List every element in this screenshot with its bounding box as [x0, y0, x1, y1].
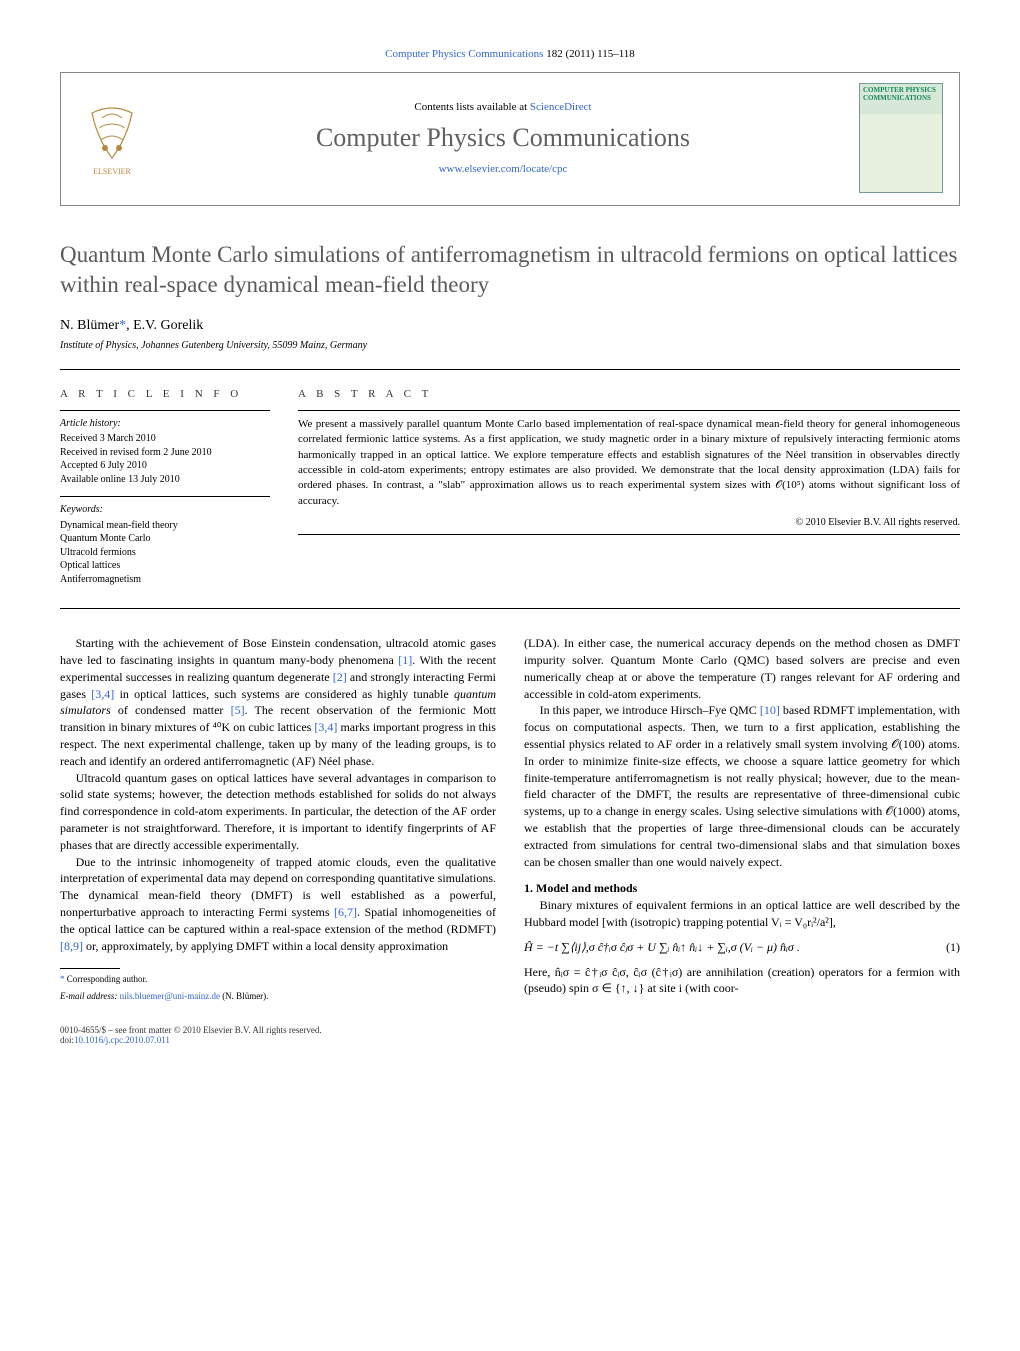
body-para: Here, n̂ᵢσ = ĉ†ᵢσ ĉᵢσ, ĉᵢσ (ĉ†ᵢσ) are an…	[524, 964, 960, 998]
author-1: N. Blümer	[60, 318, 119, 333]
keyword: Antiferromagnetism	[60, 573, 270, 587]
info-abstract-row: A R T I C L E I N F O Article history: R…	[60, 370, 960, 609]
ref-link[interactable]: [2]	[333, 670, 347, 684]
article-title: Quantum Monte Carlo simulations of antif…	[60, 240, 960, 300]
breadcrumb-volpages: 182 (2011) 115–118	[543, 48, 634, 60]
keyword: Optical lattices	[60, 559, 270, 573]
abstract-body: We present a massively parallel quantum …	[298, 417, 960, 509]
rule-abs-1	[298, 410, 960, 411]
body-columns: Starting with the achievement of Bose Ei…	[60, 635, 960, 1002]
ref-link[interactable]: [8,9]	[60, 939, 83, 953]
doi-link[interactable]: 10.1016/j.cpc.2010.07.011	[74, 1035, 170, 1045]
abstract-heading: A B S T R A C T	[298, 388, 960, 400]
elsevier-logo: ELSEVIER	[77, 98, 147, 178]
email-link[interactable]: nils.bluemer@uni-mainz.de	[120, 991, 220, 1001]
footnote-email: E-mail address: nils.bluemer@uni-mainz.d…	[60, 990, 496, 1003]
equation-number: (1)	[946, 939, 960, 956]
body-para: Due to the intrinsic inhomogeneity of tr…	[60, 854, 496, 955]
abstract-col: A B S T R A C T We present a massively p…	[298, 388, 960, 597]
keywords-label: Keywords:	[60, 503, 270, 517]
journal-cover-thumb: COMPUTER PHYSICS COMMUNICATIONS	[859, 83, 943, 193]
section-heading: 1. Model and methods	[524, 880, 960, 897]
article-info-heading: A R T I C L E I N F O	[60, 388, 270, 400]
ref-link[interactable]: [6,7]	[334, 905, 357, 919]
header-center: Contents lists available at ScienceDirec…	[163, 101, 843, 175]
journal-link-wrap: www.elsevier.com/locate/cpc	[163, 163, 843, 175]
journal-name: Computer Physics Communications	[163, 123, 843, 153]
body-para: Ultracold quantum gases on optical latti…	[60, 770, 496, 854]
history-line: Accepted 6 July 2010	[60, 459, 270, 473]
keyword: Ultracold fermions	[60, 546, 270, 560]
rule-info-1	[60, 410, 270, 411]
body-para: (LDA). In either case, the numerical acc…	[524, 635, 960, 702]
journal-header-box: ELSEVIER Contents lists available at Sci…	[60, 72, 960, 206]
contents-prefix: Contents lists available at	[414, 101, 529, 113]
sciencedirect-link[interactable]: ScienceDirect	[530, 101, 592, 113]
equation-body: Ĥ = −t ∑⟨ij⟩,σ ĉ†ᵢσ ĉⱼσ + U ∑ᵢ n̂ᵢ↑ n̂ᵢ↓…	[524, 939, 800, 956]
body-para: Starting with the achievement of Bose Ei…	[60, 635, 496, 769]
breadcrumb: Computer Physics Communications 182 (201…	[60, 48, 960, 60]
affiliation: Institute of Physics, Johannes Gutenberg…	[60, 340, 960, 351]
history-line: Available online 13 July 2010	[60, 473, 270, 487]
body-para: Binary mixtures of equivalent fermions i…	[524, 897, 960, 931]
ref-link[interactable]: [5]	[231, 703, 245, 717]
abstract-copyright: © 2010 Elsevier B.V. All rights reserved…	[298, 517, 960, 528]
ref-link[interactable]: [1]	[398, 653, 412, 667]
rule-abs-2	[298, 534, 960, 535]
cover-title: COMPUTER PHYSICS COMMUNICATIONS	[863, 87, 939, 102]
keyword: Quantum Monte Carlo	[60, 532, 270, 546]
breadcrumb-journal[interactable]: Computer Physics Communications	[385, 48, 543, 60]
page-footer: 0010-4655/$ – see front matter © 2010 El…	[60, 1025, 960, 1045]
article-info-col: A R T I C L E I N F O Article history: R…	[60, 388, 270, 597]
svg-text:ELSEVIER: ELSEVIER	[93, 167, 131, 176]
rule-bottom	[60, 608, 960, 609]
rule-info-2	[60, 496, 270, 497]
doi-label: doi:	[60, 1035, 74, 1045]
footnote-separator	[60, 968, 120, 969]
author-2: E.V. Gorelik	[133, 318, 203, 333]
body-para: In this paper, we introduce Hirsch–Fye Q…	[524, 702, 960, 870]
article-history-label: Article history:	[60, 417, 270, 431]
journal-url-link[interactable]: www.elsevier.com/locate/cpc	[439, 163, 568, 175]
ref-link[interactable]: [10]	[760, 703, 780, 717]
history-line: Received 3 March 2010	[60, 432, 270, 446]
issn-line: 0010-4655/$ – see front matter © 2010 El…	[60, 1025, 960, 1035]
keyword: Dynamical mean-field theory	[60, 519, 270, 533]
ref-link[interactable]: [3,4]	[314, 720, 337, 734]
footnote-corr: * Corresponding author.	[60, 973, 496, 986]
equation-1: Ĥ = −t ∑⟨ij⟩,σ ĉ†ᵢσ ĉⱼσ + U ∑ᵢ n̂ᵢ↑ n̂ᵢ↓…	[524, 939, 960, 956]
history-line: Received in revised form 2 June 2010	[60, 446, 270, 460]
authors: N. Blümer*, E.V. Gorelik	[60, 318, 960, 334]
ref-link[interactable]: [3,4]	[91, 687, 114, 701]
contents-line: Contents lists available at ScienceDirec…	[163, 101, 843, 113]
